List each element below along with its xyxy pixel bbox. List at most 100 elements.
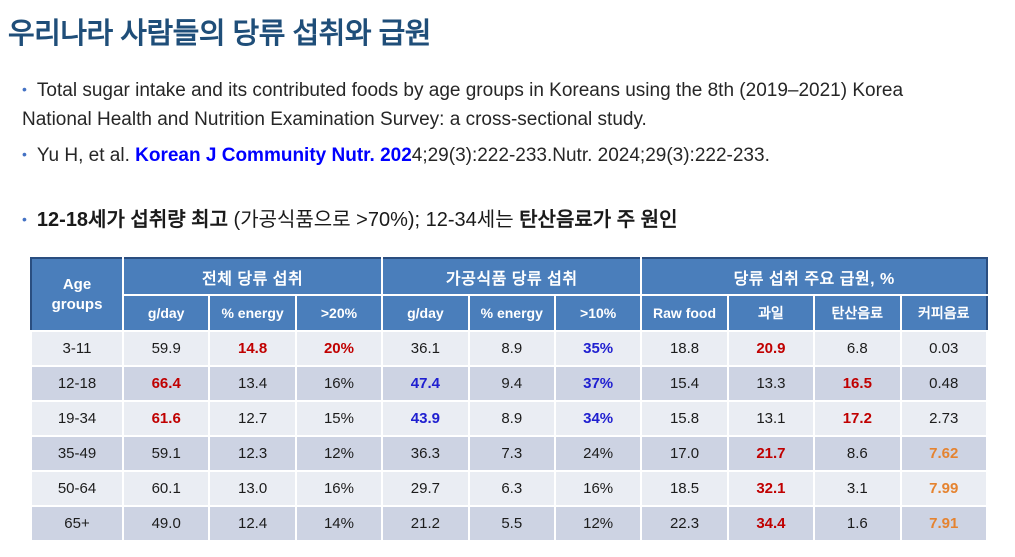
age-group-cell: 50-64 bbox=[30, 470, 124, 507]
value-cell: 6.3 bbox=[467, 470, 556, 507]
value-cell: 16% bbox=[294, 365, 384, 402]
value-cell: 6.8 bbox=[813, 330, 902, 367]
bullet-item-citation: • Yu H, et al. Korean J Community Nutr. 2… bbox=[22, 141, 1002, 170]
header-group-total-sugar: 전체 당류 섭취 bbox=[121, 257, 384, 296]
value-cell: 0.48 bbox=[899, 365, 989, 402]
header-group-main-sources: 당류 섭취 주요 급원, % bbox=[640, 257, 988, 296]
value-cell: 13.4 bbox=[208, 365, 297, 402]
table-row: 65+ 49.0 12.4 14% 21.2 5.5 12% 22.3 34.4 1.6 7.91 bbox=[30, 505, 989, 542]
value-cell: 21.7 bbox=[726, 435, 816, 472]
value-cell: 7.62 bbox=[899, 435, 989, 472]
header-total-over20: >20% bbox=[294, 294, 384, 332]
value-cell: 16% bbox=[294, 470, 384, 507]
value-cell: 14% bbox=[294, 505, 384, 542]
header-fruit: 과일 bbox=[726, 294, 816, 332]
value-cell: 49.0 bbox=[121, 505, 211, 542]
value-cell: 36.3 bbox=[381, 435, 470, 472]
value-cell: 15.8 bbox=[640, 400, 729, 437]
value-cell: 47.4 bbox=[381, 365, 470, 402]
table-row: 12-18 66.4 13.4 16% 47.4 9.4 37% 15.4 13.3 16.5 0.… bbox=[30, 365, 989, 402]
bullet-item-study-title: • Total sugar intake and its contributed … bbox=[22, 76, 952, 135]
header-carbonated-drink: 탄산음료 bbox=[813, 294, 902, 332]
bullet-item-key-finding: • 12-18세가 섭취량 최고 (가공식품으로 >70%); 12-34세는 탄… bbox=[22, 205, 1002, 236]
table-row: 19-34 61.6 12.7 15% 43.9 8.9 34% 15.8 13.1 17.2 2.… bbox=[30, 400, 989, 437]
header-coffee-drink: 커피음료 bbox=[899, 294, 989, 332]
value-cell: 21.2 bbox=[381, 505, 470, 542]
page-title: 우리나라 사람들의 당류 섭취와 급원 bbox=[8, 18, 431, 50]
header-raw-food: Raw food bbox=[640, 294, 729, 332]
value-cell: 15.4 bbox=[640, 365, 729, 402]
value-cell: 24% bbox=[553, 435, 643, 472]
value-cell: 12% bbox=[294, 435, 384, 472]
citation-link[interactable]: Korean J Community Nutr. 202 bbox=[135, 145, 412, 166]
value-cell: 20.9 bbox=[726, 330, 816, 367]
value-cell: 8.9 bbox=[467, 330, 556, 367]
value-cell: 59.9 bbox=[121, 330, 211, 367]
header-group-processed-food-sugar: 가공식품 당류 섭취 bbox=[381, 257, 643, 296]
value-cell: 59.1 bbox=[121, 435, 211, 472]
value-cell: 8.6 bbox=[813, 435, 902, 472]
value-cell: 3.1 bbox=[813, 470, 902, 507]
age-group-cell: 3-11 bbox=[30, 330, 124, 367]
value-cell: 7.91 bbox=[899, 505, 989, 542]
value-cell: 34.4 bbox=[726, 505, 816, 542]
value-cell: 12% bbox=[553, 505, 643, 542]
group-header-row: Age groups 전체 당류 섭취 가공식품 당류 섭취 당류 섭취 주요 … bbox=[30, 257, 988, 332]
value-cell: 36.1 bbox=[381, 330, 470, 367]
value-cell: 5.5 bbox=[467, 505, 556, 542]
finding-regular: (가공식품으로 >70%); 12-34세는 bbox=[227, 209, 520, 231]
header-processed-energy: % energy bbox=[467, 294, 556, 332]
value-cell: 18.5 bbox=[640, 470, 729, 507]
header-age-groups: Age groups bbox=[30, 257, 124, 332]
bullet-icon: • bbox=[22, 211, 27, 227]
age-group-cell: 12-18 bbox=[30, 365, 124, 402]
header-processed-gday: g/day bbox=[381, 294, 470, 332]
header-total-energy: % energy bbox=[208, 294, 297, 332]
value-cell: 17.0 bbox=[640, 435, 729, 472]
value-cell: 12.7 bbox=[208, 400, 297, 437]
value-cell: 13.0 bbox=[208, 470, 297, 507]
table-body: 3-11 59.9 14.8 20% 36.1 8.9 35% 18.8 20.9 6.8 0.03… bbox=[30, 330, 989, 542]
value-cell: 12.3 bbox=[208, 435, 297, 472]
value-cell: 37% bbox=[553, 365, 643, 402]
age-group-cell: 65+ bbox=[30, 505, 124, 542]
value-cell: 61.6 bbox=[121, 400, 211, 437]
table-row: 50-64 60.1 13.0 16% 29.7 6.3 16% 18.5 32.1 3.1 7.9… bbox=[30, 470, 989, 507]
value-cell: 1.6 bbox=[813, 505, 902, 542]
citation-suffix: 4;29(3):222-233.Nutr. 2024;29(3):222-233… bbox=[411, 145, 770, 166]
value-cell: 15% bbox=[294, 400, 384, 437]
value-cell: 13.3 bbox=[726, 365, 816, 402]
bullet-icon: • bbox=[22, 146, 27, 162]
age-group-cell: 19-34 bbox=[30, 400, 124, 437]
value-cell: 0.03 bbox=[899, 330, 989, 367]
value-cell: 17.2 bbox=[813, 400, 902, 437]
value-cell: 29.7 bbox=[381, 470, 470, 507]
value-cell: 66.4 bbox=[121, 365, 211, 402]
citation-prefix: Yu H, et al. bbox=[36, 145, 136, 166]
value-cell: 13.1 bbox=[726, 400, 816, 437]
value-cell: 9.4 bbox=[467, 365, 556, 402]
value-cell: 22.3 bbox=[640, 505, 729, 542]
finding-bold-2: 탄산음료가 주 원인 bbox=[519, 209, 678, 231]
table-row: 35-49 59.1 12.3 12% 36.3 7.3 24% 17.0 21.7 8.6 7.6… bbox=[30, 435, 989, 472]
value-cell: 7.3 bbox=[467, 435, 556, 472]
value-cell: 2.73 bbox=[899, 400, 989, 437]
value-cell: 12.4 bbox=[208, 505, 297, 542]
value-cell: 60.1 bbox=[121, 470, 211, 507]
value-cell: 35% bbox=[553, 330, 643, 367]
table-row: 3-11 59.9 14.8 20% 36.1 8.9 35% 18.8 20.9 6.8 0.03 bbox=[30, 330, 989, 367]
value-cell: 7.99 bbox=[899, 470, 989, 507]
finding-bold-1: 12-18세가 섭취량 최고 bbox=[36, 209, 228, 231]
value-cell: 18.8 bbox=[640, 330, 729, 367]
value-cell: 34% bbox=[553, 400, 643, 437]
header-total-gday: g/day bbox=[121, 294, 211, 332]
header-processed-over10: >10% bbox=[553, 294, 643, 332]
value-cell: 43.9 bbox=[381, 400, 470, 437]
value-cell: 8.9 bbox=[467, 400, 556, 437]
study-title-text: Total sugar intake and its contributed f… bbox=[22, 80, 904, 131]
table-header: Age groups 전체 당류 섭취 가공식품 당류 섭취 당류 섭취 주요 … bbox=[30, 257, 989, 332]
sugar-intake-table: Age groups 전체 당류 섭취 가공식품 당류 섭취 당류 섭취 주요 … bbox=[30, 257, 989, 542]
value-cell: 16.5 bbox=[813, 365, 902, 402]
value-cell: 14.8 bbox=[208, 330, 297, 367]
